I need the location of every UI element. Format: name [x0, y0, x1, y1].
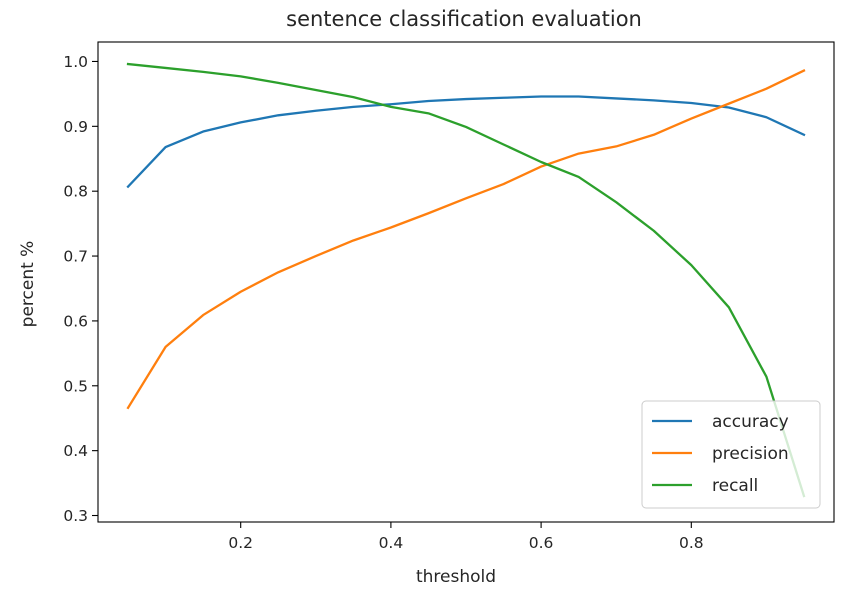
- plot-area: 0.2 0.4 0.6 0.8 0.3 0.4 0.5 0.6 0.7 0.8 0.9 1.0: [63, 41, 835, 552]
- y-tick-label: 0.5: [63, 377, 88, 395]
- legend: accuracy precision recall: [641, 400, 821, 509]
- legend-label-accuracy: accuracy: [712, 412, 789, 432]
- x-tick-label: 0.8: [679, 534, 704, 552]
- series-line-accuracy: [126, 95, 806, 189]
- y-tick-label: 0.7: [63, 248, 88, 266]
- legend-label-precision: precision: [712, 444, 789, 464]
- y-tick-label: 0.4: [63, 442, 88, 460]
- legend-label-recall: recall: [712, 476, 758, 496]
- y-tick-label: 0.3: [63, 507, 88, 525]
- x-tick-label: 0.6: [529, 534, 554, 552]
- plot-frame: [97, 41, 835, 523]
- x-axis-label: threshold: [416, 567, 496, 587]
- y-tick-label: 1.0: [63, 53, 88, 71]
- y-axis-label: percent %: [18, 241, 38, 328]
- y-tick-label: 0.8: [63, 183, 88, 201]
- series-line-precision: [126, 69, 806, 410]
- x-tick-label: 0.2: [228, 534, 253, 552]
- x-tick-label: 0.4: [379, 534, 404, 552]
- legend-box: [641, 400, 821, 509]
- series-line-recall: [126, 62, 806, 498]
- chart-title: sentence classification evaluation: [286, 7, 642, 31]
- y-tick-label: 0.6: [63, 312, 88, 330]
- y-tick-label: 0.9: [63, 118, 88, 136]
